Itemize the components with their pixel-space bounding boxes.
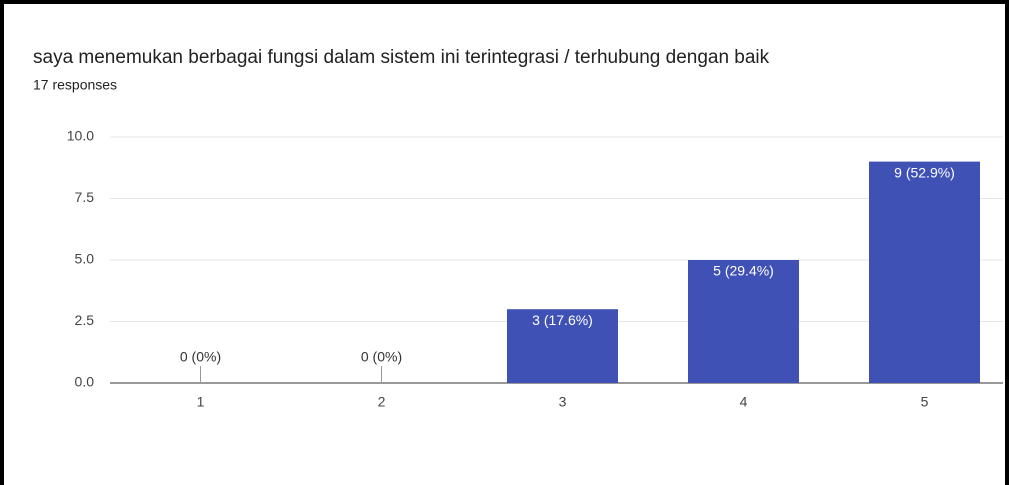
value-label: 0 (0%) xyxy=(180,349,221,365)
value-label: 9 (52.9%) xyxy=(894,164,955,180)
y-tick-label: 7.5 xyxy=(75,189,95,205)
value-label: 3 (17.6%) xyxy=(532,312,593,328)
y-tick-label: 10.0 xyxy=(67,128,94,144)
chart-subtitle: 17 responses xyxy=(33,77,117,93)
x-tick-label: 4 xyxy=(740,394,748,410)
bar xyxy=(507,309,618,383)
y-tick-label: 0.0 xyxy=(75,374,95,390)
y-tick-label: 2.5 xyxy=(75,312,95,328)
x-tick-label: 2 xyxy=(378,394,386,410)
x-tick-label: 3 xyxy=(559,394,567,410)
x-tick-label: 5 xyxy=(921,394,929,410)
bar xyxy=(869,161,980,383)
value-label: 0 (0%) xyxy=(361,349,402,365)
x-tick-label: 1 xyxy=(197,394,205,410)
bar xyxy=(688,260,799,383)
value-label: 5 (29.4%) xyxy=(713,263,774,279)
y-tick-label: 5.0 xyxy=(75,251,95,267)
chart-title: saya menemukan berbagai fungsi dalam sis… xyxy=(33,47,770,68)
